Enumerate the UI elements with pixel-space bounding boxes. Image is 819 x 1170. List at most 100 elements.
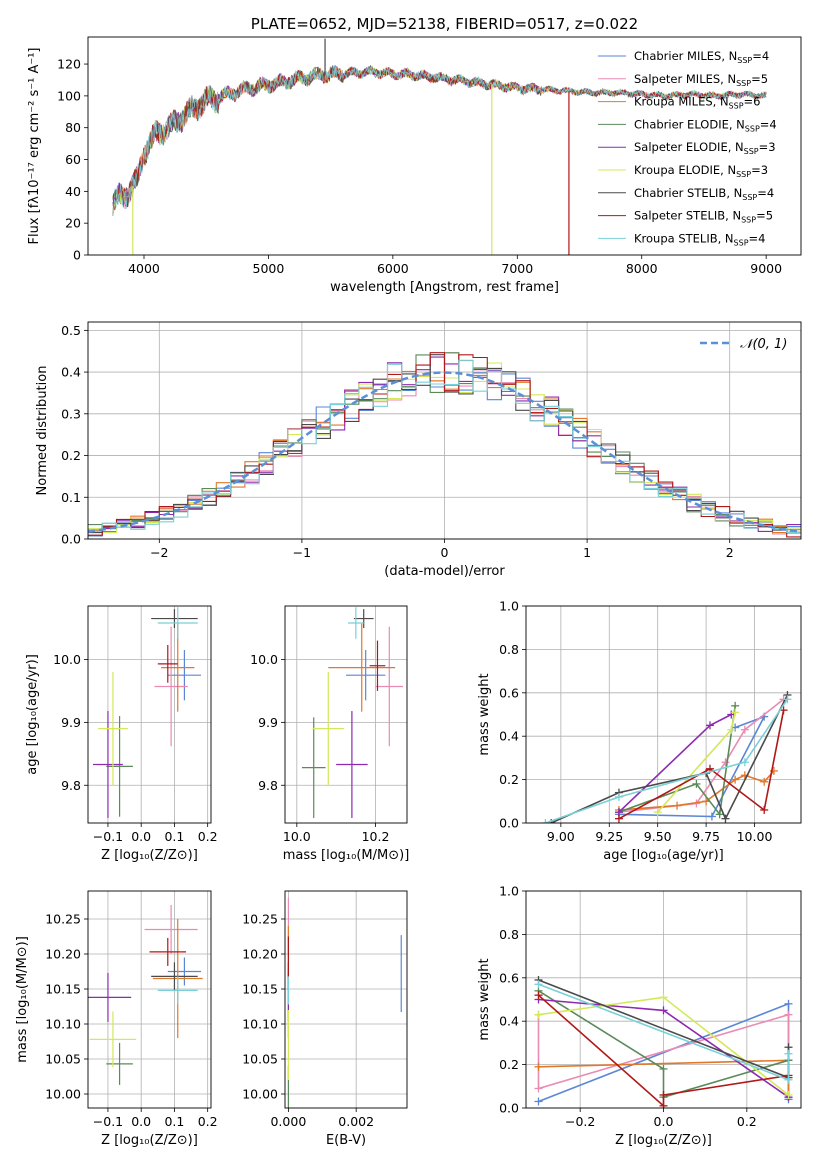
- y-tick-label: 10.15: [45, 982, 81, 997]
- plot-area: [88, 352, 801, 538]
- legend-label: Chabrier STELIB, NSSP=4: [634, 186, 774, 202]
- axes-frame: [284, 890, 408, 1109]
- weight-marker-salpeter-stelib: [760, 805, 769, 814]
- y-tick-label: 10.05: [242, 1052, 278, 1067]
- plot-area: [541, 690, 792, 823]
- x-tick-label: 9.75: [692, 829, 720, 844]
- errorbar-kroupa-stelib: [347, 607, 364, 639]
- weight-marker-kroupa-stelib: [783, 695, 792, 704]
- y-tick-label: 100: [57, 88, 81, 103]
- x-axis-label: age [log₁₀(age/yr)]: [603, 848, 724, 863]
- y-tick-label: 0.8: [499, 927, 519, 942]
- weight-marker-kroupa-miles: [760, 777, 769, 786]
- y-tick-label: 0.2: [61, 448, 81, 463]
- y-tick-label: 40: [65, 184, 81, 199]
- weight-marker-chabrier-elodie: [692, 779, 701, 788]
- legend-label-main: Salpeter ELODIE, N: [634, 140, 744, 154]
- x-tick-label: 7000: [501, 261, 533, 276]
- x-tick-label: 4000: [128, 261, 160, 276]
- y-tick-label: 9.9: [258, 715, 278, 730]
- weight-marker-salpeter-miles: [740, 725, 749, 734]
- weight-marker-kroupa-stelib: [534, 980, 543, 989]
- y-tick-label: 9.8: [61, 778, 81, 793]
- x-tick-label: 10.00: [737, 829, 773, 844]
- weight-marker-kroupa-miles: [673, 801, 682, 810]
- x-tick-label: 9.25: [595, 829, 623, 844]
- errorbar-chabrier-stelib: [151, 609, 198, 629]
- y-tick-label: 0.0: [499, 816, 519, 831]
- errorbar-kroupa-elodie: [312, 672, 345, 786]
- legend-label-tail: =4: [757, 186, 774, 200]
- x-tick-label: 0: [441, 545, 449, 560]
- legend-label: Salpeter STELIB, NSSP=5: [634, 209, 773, 225]
- legend-label-tail: =5: [756, 209, 773, 223]
- errorbar-kroupa-miles: [328, 623, 396, 712]
- x-tick-label: 1: [583, 545, 591, 560]
- axes-frame: [87, 890, 212, 1109]
- y-tick-label: 10.05: [45, 1052, 81, 1067]
- weight-marker-salpeter-elodie: [705, 721, 714, 730]
- y-tick-label: 0.8: [499, 642, 519, 657]
- x-tick-label: −2: [150, 545, 168, 560]
- weight-line-chabrier-stelib: [550, 694, 789, 823]
- x-tick-label: 9000: [750, 261, 782, 276]
- legend-label-main: Salpeter MILES, N: [634, 72, 736, 86]
- legend-label-main: Chabrier ELODIE, N: [634, 117, 745, 131]
- y-tick-label: 0: [73, 248, 81, 263]
- legend-label: Kroupa MILES, NSSP=6: [634, 95, 760, 111]
- legend-label-sub: SSP: [729, 102, 744, 111]
- legend-label-tail: =4: [752, 49, 769, 63]
- y-tick-label: 1.0: [499, 884, 519, 899]
- errorbar-chabrier-miles: [167, 957, 202, 986]
- x-tick-label: 9.50: [644, 829, 672, 844]
- weight-line-salpeter-stelib: [537, 994, 789, 1108]
- errorbar-chabrier-miles: [167, 650, 202, 701]
- legend-label-tail: =6: [744, 95, 761, 109]
- x-tick-label: −0.1: [93, 829, 123, 844]
- weight-marker-kroupa-stelib: [614, 792, 623, 801]
- y-tick-label: 0.2: [499, 1057, 519, 1072]
- weight-marker-kroupa-elodie: [534, 1010, 543, 1019]
- y-tick-label: 80: [65, 120, 81, 135]
- legend-label-main: Chabrier MILES, N: [634, 49, 737, 63]
- y-tick-label: 10.10: [45, 1017, 81, 1032]
- weight-marker-salpeter-miles: [784, 1010, 793, 1019]
- legend-label: Kroupa ELODIE, NSSP=3: [634, 163, 768, 179]
- errorbar-salpeter-miles: [144, 905, 198, 954]
- x-axis-label: Z [log₁₀(Z/Z⊙)]: [101, 848, 198, 863]
- errorbar-chabrier-elodie: [301, 717, 326, 818]
- errorbar-salpeter-elodie: [92, 711, 123, 818]
- weight-marker-salpeter-miles: [721, 758, 730, 767]
- y-tick-label: 120: [57, 57, 81, 72]
- axes-frame: [525, 890, 802, 1109]
- y-tick-label: 0.0: [499, 1101, 519, 1116]
- legend-label-main: Chabrier STELIB, N: [634, 186, 742, 200]
- y-tick-label: 0.1: [61, 490, 81, 505]
- y-tick-label: 10.15: [242, 982, 278, 997]
- legend-label-tail: =5: [751, 72, 768, 86]
- x-tick-label: 0.0: [131, 829, 151, 844]
- errorbar-kroupa-elodie: [97, 672, 128, 786]
- y-axis-label: Flux [fλ10⁻¹⁷ erg cm⁻² s⁻¹ A⁻¹]: [27, 48, 42, 245]
- y-axis-label: mass [log₁₀(M/M⊙)]: [15, 936, 30, 1063]
- weight-marker-salpeter-stelib: [659, 1101, 668, 1108]
- x-tick-label: 0.1: [164, 829, 184, 844]
- legend-label: Chabrier MILES, NSSP=4: [634, 49, 769, 65]
- errorbar-salpeter-elodie: [88, 972, 132, 1022]
- weight-marker-kroupa-elodie: [731, 708, 740, 717]
- x-tick-label: −1: [293, 545, 311, 560]
- chart-spectrum: 4000 5000 6000 7000 8000 9000 0 20 40 60 80 100 120 w…: [27, 15, 802, 295]
- y-tick-label: 10.25: [242, 912, 278, 927]
- x-axis-label: mass [log₁₀(M/M⊙)]: [283, 848, 410, 863]
- legend-label-sub: SSP: [736, 79, 751, 88]
- y-tick-label: 0.6: [499, 685, 519, 700]
- x-tick-label: 9.00: [547, 829, 575, 844]
- y-tick-label: 10.25: [45, 912, 81, 927]
- y-tick-label: 10.0: [250, 652, 278, 667]
- y-axis-label: Normed distribution: [35, 366, 50, 496]
- weight-marker-chabrier-miles: [707, 812, 716, 821]
- y-tick-label: 10.00: [242, 1087, 278, 1102]
- y-tick-label: 9.8: [258, 778, 278, 793]
- weight-marker-kroupa-miles: [534, 1062, 543, 1071]
